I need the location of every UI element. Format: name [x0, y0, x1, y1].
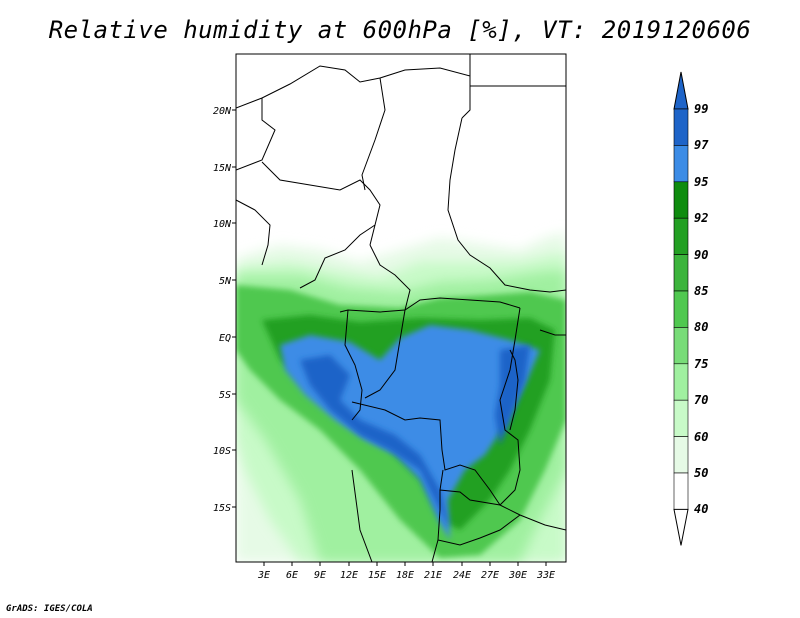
colorbar-label-75: 75 [694, 357, 708, 371]
colorbar-label-70: 70 [694, 393, 708, 407]
lon-label: 30E [508, 570, 527, 581]
colorbar-label-92: 92 [694, 211, 708, 225]
lon-label: 21E [424, 570, 442, 581]
colorbar-swatch [673, 217, 689, 255]
colorbar-swatch [673, 363, 689, 401]
lon-label: 15E [368, 570, 386, 581]
colorbar-label-99: 99 [694, 102, 708, 116]
colorbar-label-97: 97 [694, 138, 709, 152]
colorbar-swatch [673, 254, 689, 292]
lat-label: 15S [213, 503, 231, 514]
humidity-field [236, 54, 566, 562]
colorbar-label-60: 60 [694, 430, 708, 444]
lat-label: 15N [213, 163, 232, 174]
lon-label: 24E [453, 570, 471, 581]
map-frame [235, 53, 567, 563]
colorbar-top-arrow [673, 71, 689, 110]
colorbar-label-90: 90 [694, 248, 708, 262]
colorbar-label-40: 40 [694, 502, 708, 516]
lat-label: EQ [219, 333, 231, 344]
colorbar-bottom-arrow [673, 508, 689, 546]
lon-label: 27E [481, 570, 499, 581]
lon-axis [263, 562, 547, 566]
lon-label: 18E [396, 570, 414, 581]
colorbar-swatch [673, 181, 689, 219]
colorbar-swatch [673, 472, 689, 510]
chart-title: Relative humidity at 600hPa [%], VT: 201… [48, 16, 752, 44]
lon-label: 6E [286, 570, 298, 581]
lat-label: 5N [219, 276, 232, 287]
colorbar-swatch [673, 145, 689, 183]
credit-text: GrADS: IGES/COLA [6, 604, 93, 614]
lat-label: 10S [213, 446, 231, 457]
colorbar-swatch [673, 290, 689, 328]
lat-label: 5S [219, 390, 231, 401]
lon-label: 33E [536, 570, 555, 581]
colorbar-label-95: 95 [694, 175, 708, 189]
colorbar-label-80: 80 [694, 320, 708, 334]
colorbar-swatch [673, 436, 689, 474]
colorbar-swatch [673, 399, 689, 437]
lon-label: 3E [257, 570, 270, 581]
humidity-97-region [300, 355, 450, 530]
colorbar-swatch [673, 108, 689, 146]
lon-label: 12E [340, 570, 358, 581]
colorbar-swatch [673, 327, 689, 365]
colorbar-label-50: 50 [694, 466, 708, 480]
colorbar-label-85: 85 [694, 284, 708, 298]
country-borders [236, 54, 566, 562]
lat-label: 20N [213, 106, 232, 117]
lat-label: 10N [213, 219, 232, 230]
lon-label: 9E [314, 570, 326, 581]
lat-axis [232, 109, 236, 508]
colorbar [673, 71, 689, 546]
